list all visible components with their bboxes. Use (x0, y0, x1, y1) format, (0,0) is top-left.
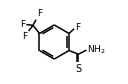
Text: F: F (37, 9, 42, 18)
Text: F: F (23, 32, 28, 41)
Text: NH$_2$: NH$_2$ (87, 43, 105, 56)
Text: F: F (20, 20, 25, 29)
Text: F: F (75, 23, 80, 32)
Text: S: S (75, 64, 81, 74)
